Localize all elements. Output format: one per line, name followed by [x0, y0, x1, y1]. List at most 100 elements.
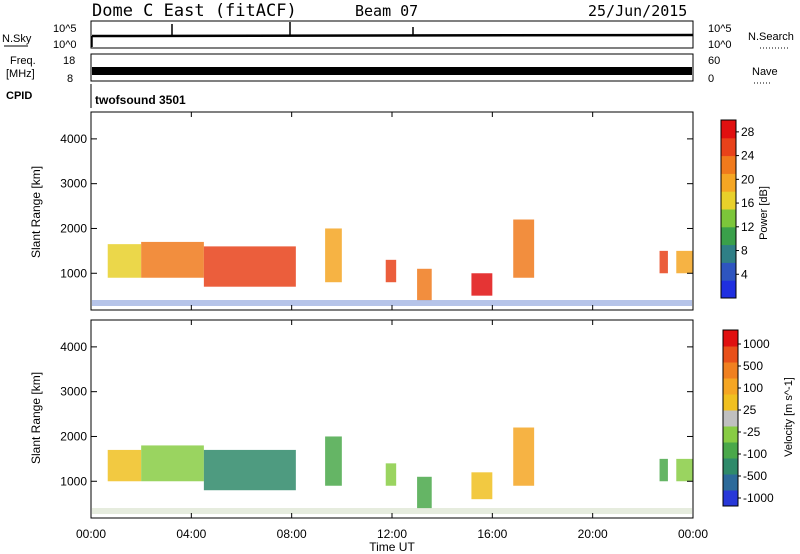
colorbar-segment	[721, 173, 736, 192]
colorbar-segment	[721, 244, 736, 263]
y-tick-label: 3000	[60, 385, 87, 399]
date-label: 25/Jun/2015	[588, 2, 687, 20]
velocity-plot: 1000 2000 3000 4000 Slant Range [km] 1000 50…	[29, 319, 795, 519]
colorbar-tick-label: -500	[743, 469, 767, 483]
colorbar-tick-label: 25	[743, 403, 757, 417]
colorbar-segment	[723, 458, 738, 475]
colorbar-segment	[721, 120, 736, 139]
y-tick-label: 4000	[60, 340, 87, 354]
nsky-top-tick: 10^5	[53, 23, 77, 35]
colorbar-tick-label: 12	[741, 220, 755, 234]
nsky-panel: N.Sky 10^5 10^0 10^5 10^0 N.Search	[2, 20, 794, 51]
nsky-trace	[91, 33, 694, 38]
x-tick-label: 20:00	[578, 527, 608, 541]
power-echo-layer	[92, 219, 693, 306]
colorbar-segment	[721, 209, 736, 228]
x-tick-label: 16:00	[477, 527, 507, 541]
nsky-label: N.Sky	[2, 33, 32, 45]
colorbar-segment	[721, 137, 736, 157]
nsky-frame	[90, 20, 694, 49]
colorbar-segment	[721, 155, 736, 174]
power-echo-region	[325, 228, 342, 283]
power-echo-region	[659, 250, 668, 274]
freq-panel: Freq. [MHz] 18 8 60 0 Nave	[6, 53, 778, 85]
power-echo-region	[676, 250, 693, 274]
nave-top-tick: 60	[708, 55, 720, 67]
colorbar-segment	[723, 330, 738, 347]
velocity-echo-region	[676, 458, 693, 482]
cpid-label: CPID	[6, 90, 32, 102]
x-tick-label: 00:00	[678, 527, 708, 541]
colorbar-tick-label: 8	[741, 244, 748, 258]
freq-top-tick: 18	[63, 55, 75, 67]
colorbar-segment	[723, 474, 738, 491]
colorbar-segment	[721, 226, 736, 246]
velocity-plot-frame	[90, 319, 694, 519]
velocity-echo-region	[141, 445, 204, 482]
beam-label: Beam 07	[355, 2, 418, 20]
velocity-echo-region	[325, 436, 342, 486]
nsearch-bottom-tick: 10^0	[708, 39, 732, 51]
freq-bottom-tick: 8	[67, 73, 73, 85]
velocity-echo-region	[203, 449, 296, 491]
velocity-echo-region	[659, 458, 668, 482]
colorbar-tick-label: -100	[743, 447, 767, 461]
velocity-y-axis: 1000 2000 3000 4000	[60, 340, 693, 488]
power-echo-region	[471, 273, 493, 296]
y-tick-label: 3000	[60, 177, 87, 191]
freq-trace-band	[92, 67, 692, 75]
nave-label: Nave	[752, 66, 778, 78]
colorbar-tick-label: -1000	[743, 491, 774, 505]
colorbar-segment	[723, 410, 738, 427]
colorbar-segment	[723, 490, 738, 507]
y-tick-label: 1000	[60, 266, 87, 280]
nsky-bottom-tick: 10^0	[53, 39, 77, 51]
near-range-scatter	[92, 300, 692, 306]
time-axis: 00:00 04:00 08:00 12:00 16:00 20:00 00:00	[76, 112, 708, 541]
freq-label-line1: Freq.	[10, 55, 36, 67]
colorbar-segment	[721, 191, 736, 210]
colorbar-segment	[723, 362, 738, 379]
colorbar-tick-label: 4	[741, 267, 748, 281]
velocity-echo-region	[417, 476, 432, 509]
y-tick-label: 1000	[60, 474, 87, 488]
time-axis-label: Time UT	[369, 540, 415, 554]
y-tick-label: 4000	[60, 132, 87, 146]
colorbar-segment	[723, 442, 738, 459]
velocity-echo-region	[471, 472, 493, 500]
colorbar-frame	[722, 329, 739, 507]
velocity-echo-region	[513, 427, 535, 486]
colorbar-tick-label: 100	[743, 381, 763, 395]
colorbar-frame	[720, 119, 737, 299]
colorbar-tick-label: 24	[741, 149, 755, 163]
velocity-colorbar: 1000 500 100 25 -25 -100 -500 -1000	[722, 329, 774, 507]
power-echo-region	[513, 219, 535, 278]
colorbar-segment	[723, 346, 738, 363]
velocity-colorbar-label: Velocity [m s^-1]	[783, 377, 795, 457]
nsearch-label: N.Search	[748, 31, 794, 43]
x-tick-label: 04:00	[176, 527, 206, 541]
colorbar-tick-label: 20	[741, 172, 755, 186]
colorbar-tick-label: 500	[743, 359, 763, 373]
power-echo-region	[141, 241, 204, 278]
freq-frame	[90, 53, 694, 82]
power-y-axis-label: Slant Range [km]	[29, 166, 43, 258]
velocity-y-axis-label: Slant Range [km]	[29, 372, 43, 464]
y-tick-label: 2000	[60, 221, 87, 235]
nave-bottom-tick: 0	[708, 73, 714, 85]
power-echo-region	[385, 259, 397, 283]
velocity-echo-layer	[92, 427, 693, 514]
station-title: Dome C East (fitACF)	[92, 1, 297, 21]
power-echo-region	[417, 268, 432, 301]
colorbar-tick-label: -25	[743, 425, 761, 439]
colorbar-segment	[723, 394, 738, 411]
velocity-echo-region	[385, 463, 397, 486]
power-echo-region	[107, 244, 142, 278]
x-tick-label: 08:00	[277, 527, 307, 541]
colorbar-segment	[721, 262, 736, 281]
power-colorbar: 4 8 12 16 20 24 28	[720, 119, 755, 299]
colorbar-segment	[721, 280, 736, 299]
colorbar-tick-label: 28	[741, 125, 755, 139]
power-y-axis: 1000 2000 3000 4000	[60, 132, 693, 280]
